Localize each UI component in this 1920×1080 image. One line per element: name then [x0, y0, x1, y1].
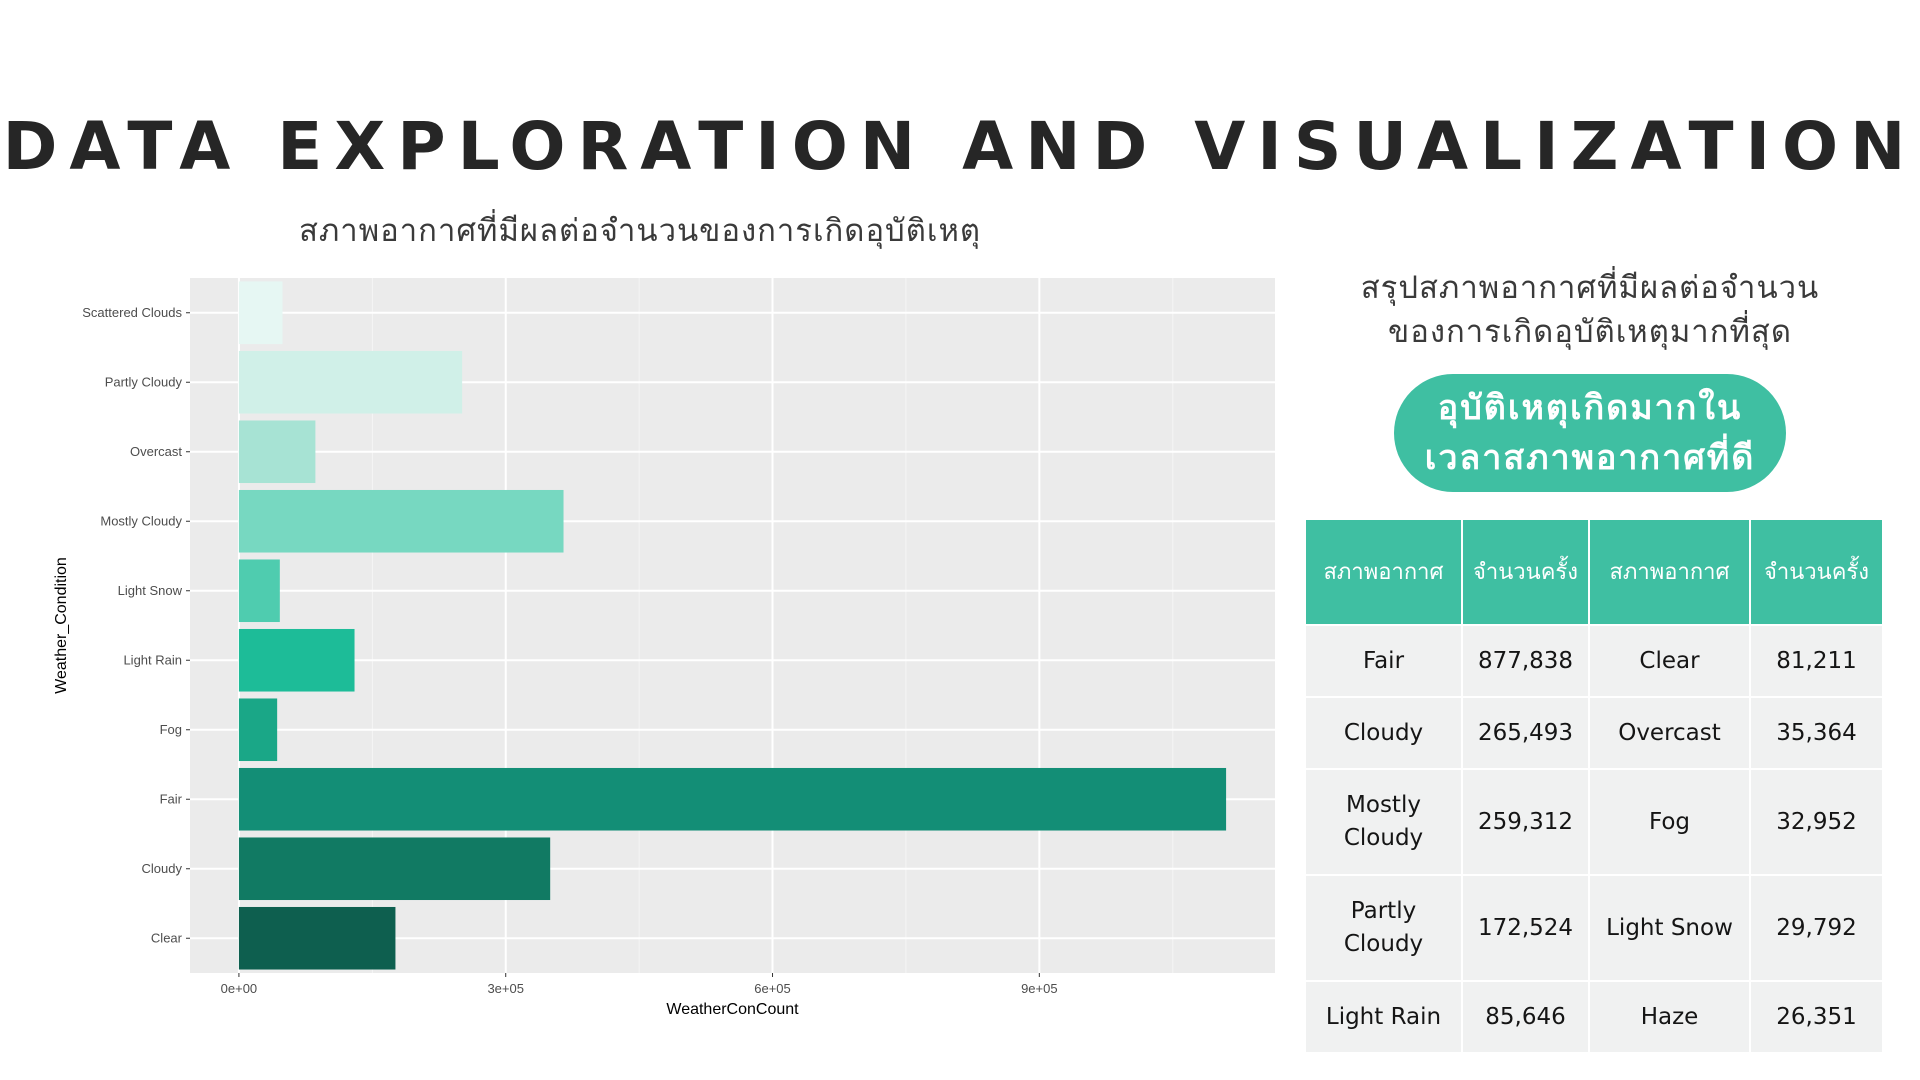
- bar-mostly-cloudy: [238, 489, 564, 553]
- y-tick-label: Fog: [160, 722, 182, 737]
- x-tick-label: 3e+05: [487, 981, 524, 996]
- bar-clear: [238, 906, 396, 970]
- summary-title-line1: สรุปสภาพอากาศที่มีผลต่อจำนวน: [1360, 270, 1820, 306]
- summary-table: สภาพอากาศ จำนวนครั้ง สภาพอากาศ จำนวนครั้…: [1304, 518, 1884, 1054]
- x-tick-label: 6e+05: [754, 981, 791, 996]
- table-row: Fair 877,838 Clear 81,211: [1304, 624, 1884, 698]
- table-cell: Mostly Cloudy: [1304, 768, 1463, 876]
- table-cell: 29,792: [1749, 874, 1884, 982]
- table-cell: 259,312: [1461, 768, 1590, 876]
- table-cell: 85,646: [1461, 980, 1590, 1054]
- y-tick-label: Fair: [160, 791, 183, 806]
- header-count-1: จำนวนครั้ง: [1461, 518, 1590, 626]
- y-axis-title: Weather_Condition: [53, 557, 70, 694]
- y-tick-label: Light Rain: [123, 652, 182, 667]
- table-cell: Haze: [1588, 980, 1751, 1054]
- table-row: Cloudy 265,493 Overcast 35,364: [1304, 696, 1884, 770]
- summary-title-line2: ของการเกิดอุบัติเหตุมากที่สุด: [1388, 314, 1792, 350]
- table-cell: 265,493: [1461, 696, 1590, 770]
- table-cell: Clear: [1588, 624, 1751, 698]
- bar-scattered-clouds: [238, 281, 283, 345]
- table-cell: Cloudy: [1304, 696, 1463, 770]
- table-cell: 26,351: [1749, 980, 1884, 1054]
- x-tick-label: 0e+00: [221, 981, 258, 996]
- table-cell: 877,838: [1461, 624, 1590, 698]
- y-tick-label: Light Snow: [118, 583, 183, 598]
- y-tick-label: Scattered Clouds: [82, 305, 182, 320]
- table-cell: Light Snow: [1588, 874, 1751, 982]
- bar-light-snow: [238, 559, 280, 623]
- table-cell: Fair: [1304, 624, 1463, 698]
- table-cell: Partly Cloudy: [1304, 874, 1463, 982]
- table-cell: Overcast: [1588, 696, 1751, 770]
- bar-overcast: [238, 420, 316, 484]
- table-cell: Light Rain: [1304, 980, 1463, 1054]
- header-weather-1: สภาพอากาศ: [1304, 518, 1463, 626]
- bar-cloudy: [238, 837, 551, 901]
- table-cell: 35,364: [1749, 696, 1884, 770]
- table-row: Partly Cloudy 172,524 Light Snow 29,792: [1304, 874, 1884, 982]
- y-tick-label: Mostly Cloudy: [100, 513, 182, 528]
- table-header-row: สภาพอากาศ จำนวนครั้ง สภาพอากาศ จำนวนครั้…: [1304, 518, 1884, 626]
- header-count-2: จำนวนครั้ง: [1749, 518, 1884, 626]
- table-cell: 32,952: [1749, 768, 1884, 876]
- bar-partly-cloudy: [238, 350, 463, 414]
- table-row: Light Rain 85,646 Haze 26,351: [1304, 980, 1884, 1054]
- summary-title: สรุปสภาพอากาศที่มีผลต่อจำนวน ของการเกิดอ…: [1300, 266, 1880, 354]
- x-tick-label: 9e+05: [1021, 981, 1058, 996]
- header-weather-2: สภาพอากาศ: [1588, 518, 1751, 626]
- bar-fog: [238, 698, 278, 762]
- page-title: DATA EXPLORATION AND VISUALIZATION: [2, 108, 1918, 185]
- highlight-line1: อุบัติเหตุเกิดมากใน: [1437, 388, 1743, 428]
- highlight-badge: อุบัติเหตุเกิดมากใน เวลาสภาพอากาศที่ดี: [1394, 374, 1786, 492]
- bar-chart: Scattered Clouds Partly Cloudy Overcast Mos…: [53, 278, 1275, 1018]
- bar-light-rain: [238, 628, 355, 692]
- table-cell: 81,211: [1749, 624, 1884, 698]
- y-tick-label: Clear: [151, 930, 183, 945]
- bar-fair: [238, 767, 1227, 831]
- x-axis-title: WeatherConCount: [666, 1001, 799, 1018]
- chart-subtitle: สภาพอากาศที่มีผลต่อจำนวนของการเกิดอุบัติ…: [298, 213, 982, 249]
- table-row: Mostly Cloudy 259,312 Fog 32,952: [1304, 768, 1884, 876]
- y-tick-label: Partly Cloudy: [105, 374, 183, 389]
- table-cell: 172,524: [1461, 874, 1590, 982]
- y-tick-label: Overcast: [130, 444, 182, 459]
- highlight-line2: เวลาสภาพอากาศที่ดี: [1424, 438, 1756, 478]
- table-cell: Fog: [1588, 768, 1751, 876]
- y-tick-label: Cloudy: [142, 861, 183, 876]
